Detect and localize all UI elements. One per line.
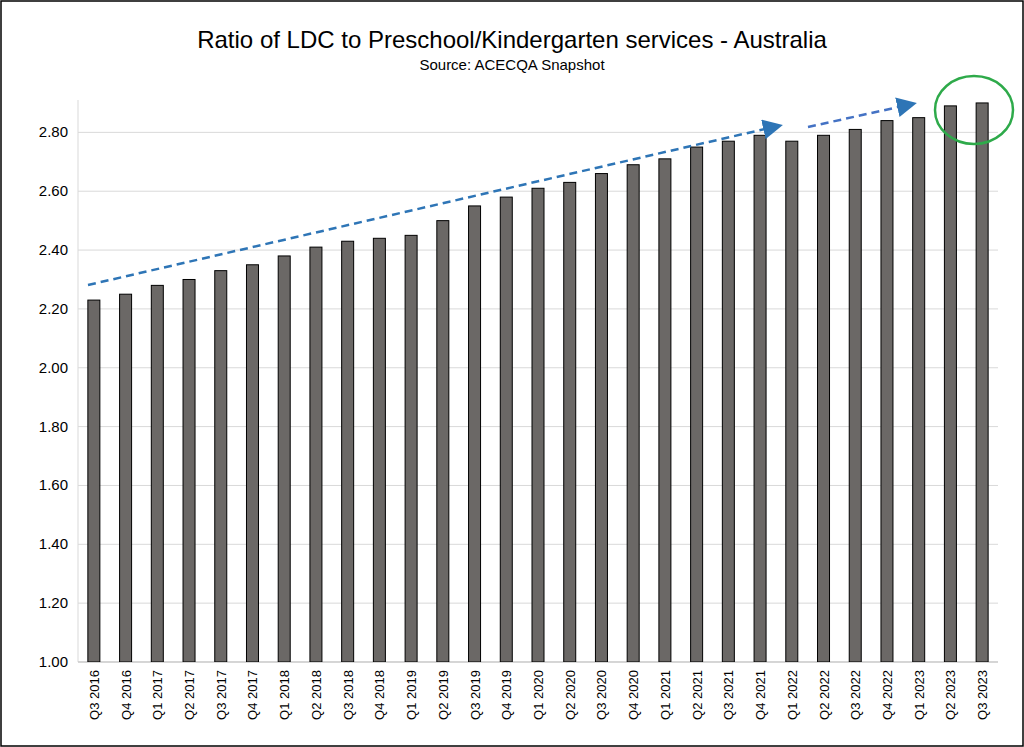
x-tick-label: Q2 2020	[563, 670, 578, 720]
frame	[1, 1, 1023, 746]
title: Ratio of LDC to Preschool/Kindergarten s…	[197, 26, 827, 53]
bar	[849, 129, 861, 662]
bar	[722, 141, 734, 662]
x-tick-label: Q3 2016	[87, 670, 102, 720]
bar	[564, 182, 576, 662]
bar	[373, 238, 385, 662]
y-tick-label: 2.40	[39, 241, 68, 258]
x-tick-label: Q3 2020	[594, 670, 609, 720]
bar	[976, 103, 988, 662]
bar	[659, 159, 671, 662]
y-tick-label: 1.60	[39, 476, 68, 493]
x-tick-label: Q1 2020	[531, 670, 546, 720]
y-axis	[78, 100, 79, 662]
x-tick-label: Q2 2021	[690, 670, 705, 720]
bar	[151, 285, 163, 662]
x-tick-label: Q2 2023	[943, 670, 958, 720]
bar	[88, 300, 100, 662]
x-tick-label: Q3 2023	[975, 670, 990, 720]
x-tick-label: Q3 2017	[214, 670, 229, 720]
x-tick-label: Q2 2022	[817, 670, 832, 720]
trend-arrow	[808, 104, 912, 127]
x-tick-label: Q1 2021	[658, 670, 673, 720]
x-tick-label: Q1 2019	[404, 670, 419, 720]
highlight-circle	[935, 76, 1013, 144]
bar	[818, 135, 830, 662]
x-tick-label: Q3 2018	[341, 670, 356, 720]
x-tick-label: Q1 2023	[912, 670, 927, 720]
x-tick-label: Q4 2021	[753, 670, 768, 720]
bar	[913, 118, 925, 662]
bar	[405, 235, 417, 662]
bar	[691, 147, 703, 662]
bars	[88, 103, 988, 662]
x-tick-label: Q2 2017	[182, 670, 197, 720]
x-tick-label: Q3 2019	[468, 670, 483, 720]
x-tick-label: Q3 2021	[721, 670, 736, 720]
bar	[627, 165, 639, 662]
bar	[278, 256, 290, 662]
bar	[342, 241, 354, 662]
y-tick-label: 2.00	[39, 359, 68, 376]
x-tick-label: Q1 2022	[785, 670, 800, 720]
x-tick-label: Q2 2018	[309, 670, 324, 720]
chart: Ratio of LDC to Preschool/Kindergarten s…	[0, 0, 1024, 747]
bar	[246, 265, 258, 662]
bar	[532, 188, 544, 662]
bar	[595, 174, 607, 662]
bar	[469, 206, 481, 662]
y-tick-label: 1.80	[39, 418, 68, 435]
x-tick-label: Q4 2016	[119, 670, 134, 720]
x-tick-label: Q4 2019	[499, 670, 514, 720]
bar	[754, 135, 766, 662]
x-tick-label: Q4 2018	[372, 670, 387, 720]
bar	[500, 197, 512, 662]
bar	[944, 106, 956, 662]
subtitle: Source: ACECQA Snapshot	[419, 56, 605, 73]
y-tick-label: 2.60	[39, 182, 68, 199]
x-tick-label: Q4 2022	[880, 670, 895, 720]
x-tick-label: Q4 2017	[245, 670, 260, 720]
x-tick-label: Q3 2022	[848, 670, 863, 720]
bar	[786, 141, 798, 662]
x-tick-label: Q4 2020	[626, 670, 641, 720]
bar	[437, 221, 449, 662]
y-tick-label: 1.20	[39, 594, 68, 611]
x-tick-label: Q2 2019	[436, 670, 451, 720]
y-tick-label: 1.40	[39, 535, 68, 552]
bar	[881, 121, 893, 662]
bar	[310, 247, 322, 662]
x-tick-label: Q1 2018	[277, 670, 292, 720]
y-tick-label: 2.80	[39, 123, 68, 140]
x-tick-label: Q1 2017	[150, 670, 165, 720]
trend-arrow	[88, 126, 778, 285]
bar	[215, 271, 227, 662]
bar	[120, 294, 132, 662]
y-tick-label: 2.20	[39, 300, 68, 317]
bar	[183, 279, 195, 662]
y-tick-label: 1.00	[39, 653, 68, 670]
